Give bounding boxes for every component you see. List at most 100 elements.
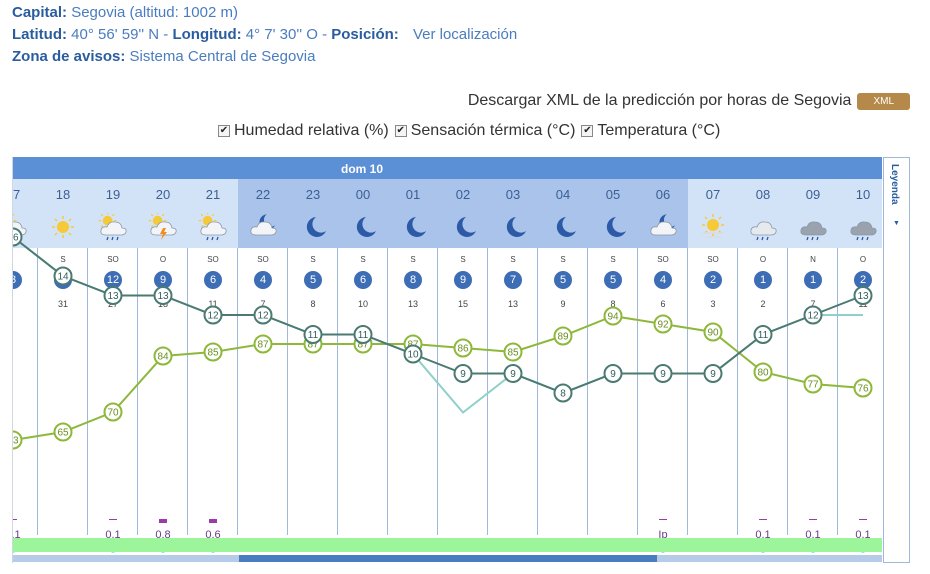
sun-cloud-rain-icon [198,211,228,241]
data-point: 12 [203,305,223,325]
precip-bar [809,519,817,520]
data-point: 16 [13,227,23,247]
data-label: 65 [57,428,69,439]
wind-direction: S [410,255,416,264]
data-point: 85 [503,342,523,362]
series-line [13,314,864,441]
series-line [13,236,864,395]
series-toggle[interactable]: ✔ Temperatura (°C) [581,122,720,140]
data-point: 86 [453,338,473,358]
gust-value: 8 [310,299,316,309]
scroll-thumb[interactable] [239,555,657,562]
data-point: 12 [803,305,823,325]
hour-label: 22 [255,187,271,202]
hour-header: 08 [738,179,788,248]
wind-direction: S [560,255,566,264]
hour-header: 04 [538,179,588,248]
hour-header: 03 [488,179,538,248]
gust-value: 13 [407,299,418,309]
hour-column: 03 S 7 13 [488,179,538,535]
wind-direction: SO [107,255,119,264]
latitude-value: 40° 56' 59'' N - [71,26,169,43]
cloud-rain-icon [748,213,778,241]
longitude-value: 4° 7' 30'' O - [245,26,328,43]
wind-direction: S [610,255,616,264]
precip-bar [159,519,167,523]
wind-speed-badge: 4 [254,271,272,289]
wind-direction: N [810,255,816,264]
data-label: 9 [460,369,466,380]
hour-label: 18 [55,187,71,202]
data-point: 9 [503,364,523,383]
data-label: 85 [207,348,219,359]
data-point: 84 [153,346,173,366]
checkbox[interactable]: ✔ [218,125,230,137]
hour-label: 07 [705,187,721,202]
data-label: 9 [710,369,716,380]
precip-bar [859,519,867,520]
data-label: 87 [357,340,369,351]
view-location-link[interactable]: Ver localización [412,26,518,43]
xml-download-button[interactable]: XML [857,92,910,110]
hour-column: 00 S 6 10 [338,179,388,535]
hour-label: 23 [305,187,321,202]
wind-speed-badge: 6 [354,271,372,289]
data-point: 14 [53,266,73,286]
wind-direction: O [159,255,167,264]
data-point: 13 [103,286,123,305]
series-toggle[interactable]: ✔ Sensación térmica (°C) [394,122,575,140]
hour-column: 01 S 8 13 [388,179,438,535]
series-toggle[interactable]: ✔ Humedad relativa (%) [218,122,389,140]
precip-bar [759,519,767,520]
hour-label: 21 [205,187,221,202]
hour-header: 06 [638,179,688,248]
hour-column: 20O9180.8💧 [138,179,188,553]
hour-header: 10 [838,179,882,248]
data-label: 84 [157,352,169,363]
data-label: 80 [757,368,769,379]
hour-column: 22 SO 4 7 [238,179,288,535]
hour-label: 09 [805,187,821,202]
gust-value: 6 [660,299,666,309]
hour-header: 23 [288,179,338,248]
wind-speed-badge: 8 [404,271,422,289]
gust-value: 7 [260,299,266,309]
hour-header: 20 [138,179,188,248]
data-label: 86 [457,344,469,355]
precip-bar [209,519,217,523]
wind-direction: SO [657,255,669,264]
coordinates-line: Latitud: 40° 56' 59'' N - Longitud: 4° 7… [12,24,517,46]
hour-header: 09 [788,179,838,248]
wind-direction: SO [707,255,719,264]
capital-line: Capital: Segovia (altitud: 1002 m) [12,2,238,24]
data-point: 9 [453,364,473,383]
data-point: 8 [553,383,573,403]
wind-speed-badge: 4 [654,271,672,289]
hour-header: 05 [588,179,638,248]
hour-header: 02 [438,179,488,248]
latitude-label: Latitud: [12,26,67,43]
hour-header: 22 [238,179,288,248]
wind-speed-badge: 7 [504,271,522,289]
data-point: 12 [253,305,273,325]
data-label: 9 [510,369,516,380]
legend-toggle[interactable]: Leyenda ▼ [883,157,910,563]
wind-speed-badge: 2 [704,271,722,289]
gust-value: 11 [208,299,218,309]
moon-icon [398,213,428,241]
hour-label: 08 [755,187,771,202]
capital-label: Capital: [12,4,68,21]
data-point: 87 [253,334,273,354]
checkbox[interactable]: ✔ [394,125,407,137]
moon-icon [348,213,378,241]
dark-cloud-rain-icon [798,213,828,241]
checkbox-label: Humedad relativa (%) [234,122,389,139]
checkbox[interactable]: ✔ [581,125,594,137]
moon-icon [548,213,578,241]
data-point: 90 [703,322,723,342]
data-label: 87 [257,340,269,351]
